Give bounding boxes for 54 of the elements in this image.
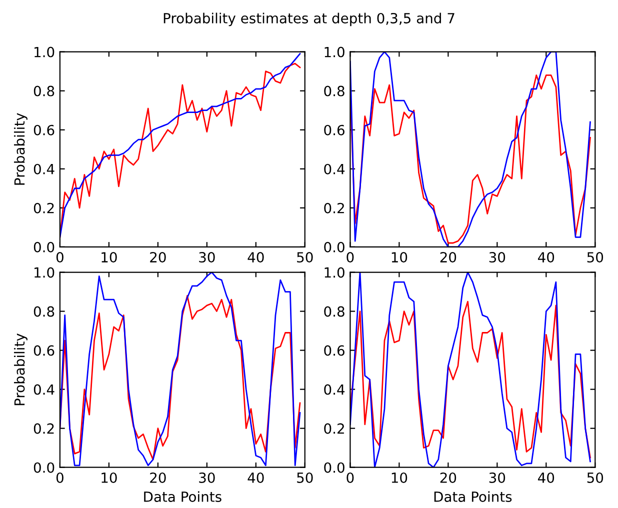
x-tick-label: 20 <box>150 472 166 483</box>
x-tick-label: 10 <box>392 252 408 263</box>
y-tick-label: 0.0 <box>34 242 54 252</box>
x-tick-label: 20 <box>440 252 456 263</box>
y-tick-label: 1.0 <box>34 267 54 278</box>
x-tick-label: 0 <box>346 252 354 263</box>
x-tick-label: 20 <box>150 252 166 263</box>
y-tick-label: 0.8 <box>324 306 344 317</box>
y-tick-label: 0.8 <box>324 86 344 96</box>
x-tick-label: 50 <box>297 252 313 263</box>
x-tick-label: 50 <box>587 252 604 263</box>
x-tick-label: 30 <box>199 252 215 263</box>
x-axis-title: Data Points <box>434 491 512 502</box>
x-tick-label: 40 <box>538 472 554 483</box>
x-tick-label: 0 <box>56 472 64 483</box>
y-tick-label: 0.2 <box>324 202 344 214</box>
y-tick-label: 0.6 <box>34 345 54 356</box>
y-tick-label: 0.6 <box>34 124 54 136</box>
x-tick-label: 40 <box>538 252 554 263</box>
y-tick-label: 0.4 <box>34 164 54 174</box>
x-tick-label: 40 <box>248 252 264 263</box>
x-tick-label: 40 <box>248 472 264 483</box>
y-tick-label: 0.8 <box>34 306 54 317</box>
y-tick-label: 1.0 <box>324 267 344 278</box>
y-tick-label: 0.4 <box>324 384 345 395</box>
x-tick-label: 50 <box>297 472 313 483</box>
y-tick-label: 0.0 <box>34 462 54 473</box>
y-tick-label: 0.6 <box>324 345 344 356</box>
y-tick-label: 0.4 <box>34 384 54 395</box>
x-tick-label: 10 <box>102 252 117 263</box>
y-tick-label: 1.0 <box>34 46 54 58</box>
y-tick-label: 0.0 <box>324 462 344 473</box>
x-tick-label: 30 <box>489 252 506 263</box>
y-tick-label: 0.8 <box>34 86 54 96</box>
x-tick-label: 50 <box>587 472 604 483</box>
y-tick-label: 0.4 <box>324 164 345 174</box>
chart-title: Probability estimates at depth 0,3,5 and 7 <box>164 12 454 26</box>
y-tick-label: 1.0 <box>324 46 344 58</box>
y-tick-label: 0.2 <box>34 423 54 434</box>
y-axis-title: Probability <box>14 334 28 406</box>
x-axis-title: Data Points <box>144 491 222 502</box>
y-tick-label: 0.6 <box>324 124 344 136</box>
x-tick-label: 0 <box>56 252 64 263</box>
y-axis-title: Probability <box>14 113 28 185</box>
y-tick-label: 0.2 <box>34 202 54 214</box>
x-tick-label: 20 <box>440 472 456 483</box>
y-tick-label: 0.0 <box>324 242 344 252</box>
x-tick-label: 10 <box>392 472 408 483</box>
x-tick-label: 0 <box>346 472 354 483</box>
x-tick-label: 30 <box>489 472 506 483</box>
x-tick-label: 30 <box>199 472 215 483</box>
y-tick-label: 0.2 <box>324 423 344 434</box>
x-tick-label: 10 <box>102 472 117 483</box>
line-series <box>350 300 591 458</box>
